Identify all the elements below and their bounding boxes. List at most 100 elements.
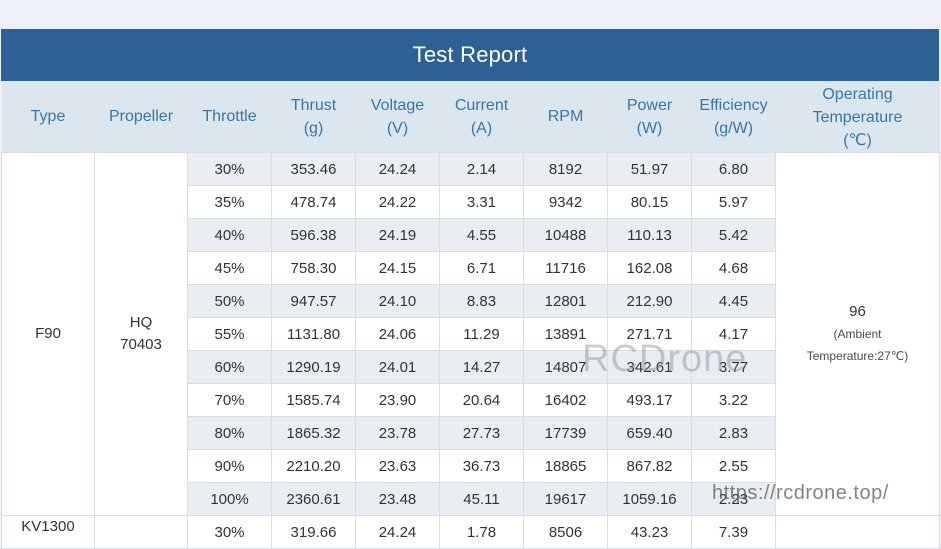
throttle-cell: 60% [187,350,272,384]
thrust-cell: 1585.74 [271,383,356,417]
current-cell: 1.78 [439,515,524,549]
voltage-cell: 23.63 [355,449,440,483]
propeller-cell [94,515,188,549]
table-row: 90% 2210.20 23.63 36.73 18865 867.82 2.5… [2,449,940,483]
power-cell: 867.82 [607,449,692,483]
report-title: Test Report [1,29,939,81]
thrust-cell: 2210.20 [271,449,356,483]
rpm-cell: 11716 [523,251,608,285]
header-current: Current (A) [439,81,524,153]
table-row: 50% 947.57 24.10 8.83 12801 212.90 4.45 [2,284,940,318]
thrust-cell: 1290.19 [271,350,356,384]
ambient-line-2: Temperature:27℃) [806,349,909,363]
voltage-cell: 24.24 [355,515,440,549]
throttle-cell: 90% [187,449,272,483]
efficiency-cell: 5.97 [691,185,776,219]
voltage-cell: 23.48 [355,482,440,516]
table-row: 35% 478.74 24.22 3.31 9342 80.15 5.97 [2,185,940,219]
header-throttle: Throttle [187,81,272,153]
header-thrust: Thrust (g) [271,81,356,153]
table-row: 100% 2360.61 23.48 45.11 19617 1059.16 2… [2,482,940,516]
current-cell: 36.73 [439,449,524,483]
header-row: Type Propeller Throttle Thrust (g) Voltag… [1,81,940,153]
efficiency-cell: 4.68 [691,251,776,285]
throttle-cell: 55% [187,317,272,351]
thrust-cell: 478.74 [271,185,356,219]
rpm-cell: 16402 [523,383,608,417]
rpm-cell: 10488 [523,218,608,252]
power-cell: 271.71 [607,317,692,351]
efficiency-cell: 2.55 [691,449,776,483]
header-temperature: Operating Temperature (℃) [775,81,940,153]
throttle-cell: 35% [187,185,272,219]
thrust-cell: 319.66 [271,515,356,549]
table-row: 80% 1865.32 23.78 27.73 17739 659.40 2.8… [2,416,940,450]
header-power: Power (W) [607,81,692,153]
rpm-cell: 14807 [523,350,608,384]
thrust-cell: 1131.80 [271,317,356,351]
table-row: 60% 1290.19 24.01 14.27 14807 342.61 3.7… [2,350,940,384]
throttle-cell: 100% [187,482,272,516]
current-cell: 2.14 [439,152,524,186]
current-cell: 45.11 [439,482,524,516]
table-row: 45% 758.30 24.15 6.71 11716 162.08 4.68 [2,251,940,285]
current-cell: 4.55 [439,218,524,252]
thrust-cell: 2360.61 [271,482,356,516]
thrust-cell: 596.38 [271,218,356,252]
efficiency-cell: 6.80 [691,152,776,186]
current-cell: 8.83 [439,284,524,318]
throttle-cell: 30% [187,152,272,186]
power-cell: 80.15 [607,185,692,219]
current-cell: 14.27 [439,350,524,384]
voltage-cell: 24.06 [355,317,440,351]
efficiency-cell: 2.23 [691,482,776,516]
voltage-cell: 24.19 [355,218,440,252]
current-cell: 3.31 [439,185,524,219]
header-propeller: Propeller [94,81,188,153]
rpm-cell: 19617 [523,482,608,516]
table-row: KV1300 30% 319.66 24.24 1.78 8506 43.23 … [1,515,940,549]
voltage-cell: 24.10 [355,284,440,318]
header-rpm: RPM [523,81,608,153]
current-cell: 6.71 [439,251,524,285]
voltage-cell: 23.78 [355,416,440,450]
power-cell: 342.61 [607,350,692,384]
temperature-cell: 96 (Ambient Temperature:27℃) [775,152,940,516]
motor-type-cell: KV1300 [1,515,95,549]
rpm-cell: 18865 [523,449,608,483]
throttle-cell: 70% [187,383,272,417]
power-cell: 1059.16 [607,482,692,516]
voltage-cell: 23.90 [355,383,440,417]
propeller-cell: HQ 70403 [94,152,188,516]
power-cell: 110.13 [607,218,692,252]
current-cell: 20.64 [439,383,524,417]
current-cell: 27.73 [439,416,524,450]
throttle-cell: 80% [187,416,272,450]
efficiency-cell: 4.17 [691,317,776,351]
efficiency-cell: 4.45 [691,284,776,318]
power-cell: 212.90 [607,284,692,318]
power-cell: 43.23 [607,515,692,549]
efficiency-cell: 5.42 [691,218,776,252]
temperature-value: 96 [849,303,866,320]
rpm-cell: 17739 [523,416,608,450]
efficiency-cell: 7.39 [691,515,776,549]
test-report-table: Type Propeller Throttle Thrust (g) Voltag… [1,81,940,549]
voltage-cell: 24.22 [355,185,440,219]
throttle-cell: 40% [187,218,272,252]
voltage-cell: 24.01 [355,350,440,384]
rpm-cell: 13891 [523,317,608,351]
efficiency-cell: 3.77 [691,350,776,384]
rpm-cell: 9342 [523,185,608,219]
top-margin [0,0,941,29]
power-cell: 51.97 [607,152,692,186]
table-row: F90 HQ 70403 30% 353.46 24.24 2.14 8192 5… [1,152,940,516]
table-row: 55% 1131.80 24.06 11.29 13891 271.71 4.1… [2,317,940,351]
power-cell: 162.08 [607,251,692,285]
throttle-cell: 50% [187,284,272,318]
thrust-cell: 947.57 [271,284,356,318]
header-type: Type [1,81,95,153]
ambient-line-1: (Ambient [833,327,882,341]
rpm-cell: 12801 [523,284,608,318]
efficiency-cell: 2.83 [691,416,776,450]
